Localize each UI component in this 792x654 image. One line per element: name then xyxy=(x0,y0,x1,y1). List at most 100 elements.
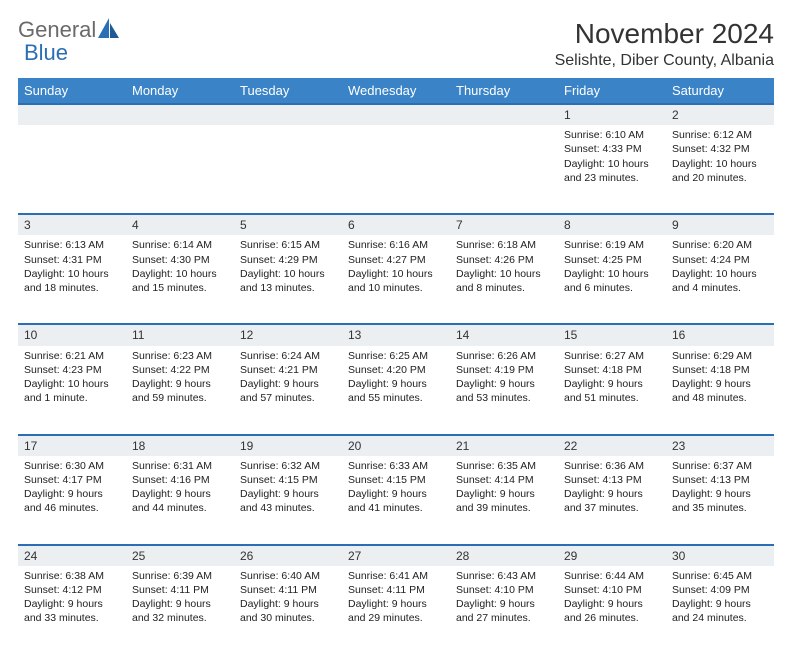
daylight-text: Daylight: 10 hours xyxy=(564,267,660,281)
sunrise-text: Sunrise: 6:30 AM xyxy=(24,459,120,473)
empty-cell xyxy=(342,125,450,213)
daylight-text: and 8 minutes. xyxy=(456,281,552,295)
daynum-cell: 16 xyxy=(666,323,774,345)
daylight-text: and 24 minutes. xyxy=(672,611,768,625)
daylight-text: and 10 minutes. xyxy=(348,281,444,295)
day-cell: Sunrise: 6:20 AMSunset: 4:24 PMDaylight:… xyxy=(666,235,774,323)
day-number: 19 xyxy=(234,434,342,456)
daylight-text: Daylight: 9 hours xyxy=(348,597,444,611)
column-header: Friday xyxy=(558,78,666,103)
sunrise-text: Sunrise: 6:45 AM xyxy=(672,569,768,583)
empty-cell xyxy=(450,125,558,213)
title-block: November 2024 Selishte, Diber County, Al… xyxy=(555,18,774,70)
day-number: 27 xyxy=(342,544,450,566)
daylight-text: Daylight: 9 hours xyxy=(672,597,768,611)
daynum-row: 10111213141516 xyxy=(18,323,774,345)
daylight-text: Daylight: 9 hours xyxy=(24,487,120,501)
logo: General Blue xyxy=(18,18,120,64)
daylight-text: Daylight: 10 hours xyxy=(564,157,660,171)
day-number: 2 xyxy=(666,103,774,125)
day-number xyxy=(342,103,450,125)
month-title: November 2024 xyxy=(555,18,774,50)
day-number: 1 xyxy=(558,103,666,125)
day-number: 7 xyxy=(450,213,558,235)
sunrise-text: Sunrise: 6:27 AM xyxy=(564,349,660,363)
sunset-text: Sunset: 4:24 PM xyxy=(672,253,768,267)
logo-text-blue: Blue xyxy=(24,42,120,64)
daylight-text: and 18 minutes. xyxy=(24,281,120,295)
calendar-body: 12Sunrise: 6:10 AMSunset: 4:33 PMDayligh… xyxy=(18,103,774,654)
daylight-text: and 4 minutes. xyxy=(672,281,768,295)
daynum-cell: 11 xyxy=(126,323,234,345)
daylight-text: and 51 minutes. xyxy=(564,391,660,405)
daynum-cell: 8 xyxy=(558,213,666,235)
daynum-row: 3456789 xyxy=(18,213,774,235)
sunrise-text: Sunrise: 6:29 AM xyxy=(672,349,768,363)
day-cell: Sunrise: 6:24 AMSunset: 4:21 PMDaylight:… xyxy=(234,346,342,434)
sunset-text: Sunset: 4:21 PM xyxy=(240,363,336,377)
sunset-text: Sunset: 4:16 PM xyxy=(132,473,228,487)
day-number: 28 xyxy=(450,544,558,566)
daylight-text: Daylight: 9 hours xyxy=(564,377,660,391)
daylight-text: Daylight: 9 hours xyxy=(240,487,336,501)
daylight-text: Daylight: 9 hours xyxy=(456,487,552,501)
day-number: 17 xyxy=(18,434,126,456)
location: Selishte, Diber County, Albania xyxy=(555,52,774,70)
day-number: 30 xyxy=(666,544,774,566)
week-row: Sunrise: 6:38 AMSunset: 4:12 PMDaylight:… xyxy=(18,566,774,654)
daylight-text: Daylight: 9 hours xyxy=(132,487,228,501)
daylight-text: Daylight: 9 hours xyxy=(348,377,444,391)
sunset-text: Sunset: 4:19 PM xyxy=(456,363,552,377)
daylight-text: and 59 minutes. xyxy=(132,391,228,405)
daynum-cell: 3 xyxy=(18,213,126,235)
daylight-text: and 23 minutes. xyxy=(564,171,660,185)
sunrise-text: Sunrise: 6:33 AM xyxy=(348,459,444,473)
day-cell: Sunrise: 6:18 AMSunset: 4:26 PMDaylight:… xyxy=(450,235,558,323)
column-header: Wednesday xyxy=(342,78,450,103)
day-number: 14 xyxy=(450,323,558,345)
daynum-cell xyxy=(18,103,126,125)
sunrise-text: Sunrise: 6:18 AM xyxy=(456,238,552,252)
sunset-text: Sunset: 4:26 PM xyxy=(456,253,552,267)
daylight-text: Daylight: 9 hours xyxy=(456,377,552,391)
daylight-text: and 32 minutes. xyxy=(132,611,228,625)
daylight-text: and 33 minutes. xyxy=(24,611,120,625)
daynum-cell: 1 xyxy=(558,103,666,125)
logo-text-block: General Blue xyxy=(18,18,120,64)
calendar-table: SundayMondayTuesdayWednesdayThursdayFrid… xyxy=(18,78,774,654)
day-cell: Sunrise: 6:38 AMSunset: 4:12 PMDaylight:… xyxy=(18,566,126,654)
daylight-text: and 13 minutes. xyxy=(240,281,336,295)
sunset-text: Sunset: 4:11 PM xyxy=(240,583,336,597)
day-number: 13 xyxy=(342,323,450,345)
daylight-text: Daylight: 9 hours xyxy=(132,377,228,391)
sunrise-text: Sunrise: 6:16 AM xyxy=(348,238,444,252)
daynum-cell xyxy=(342,103,450,125)
sunset-text: Sunset: 4:29 PM xyxy=(240,253,336,267)
sunset-text: Sunset: 4:33 PM xyxy=(564,142,660,156)
daylight-text: and 41 minutes. xyxy=(348,501,444,515)
day-cell: Sunrise: 6:10 AMSunset: 4:33 PMDaylight:… xyxy=(558,125,666,213)
daynum-cell: 29 xyxy=(558,544,666,566)
daynum-cell: 9 xyxy=(666,213,774,235)
day-number: 8 xyxy=(558,213,666,235)
logo-text-general: General xyxy=(18,19,96,41)
daylight-text: and 29 minutes. xyxy=(348,611,444,625)
sunrise-text: Sunrise: 6:15 AM xyxy=(240,238,336,252)
sunrise-text: Sunrise: 6:13 AM xyxy=(24,238,120,252)
daynum-cell: 6 xyxy=(342,213,450,235)
sunrise-text: Sunrise: 6:23 AM xyxy=(132,349,228,363)
daynum-cell xyxy=(126,103,234,125)
day-cell: Sunrise: 6:12 AMSunset: 4:32 PMDaylight:… xyxy=(666,125,774,213)
daylight-text: and 48 minutes. xyxy=(672,391,768,405)
sunset-text: Sunset: 4:27 PM xyxy=(348,253,444,267)
sunrise-text: Sunrise: 6:14 AM xyxy=(132,238,228,252)
daylight-text: and 15 minutes. xyxy=(132,281,228,295)
day-number: 15 xyxy=(558,323,666,345)
daylight-text: and 39 minutes. xyxy=(456,501,552,515)
empty-cell xyxy=(126,125,234,213)
daylight-text: and 43 minutes. xyxy=(240,501,336,515)
daylight-text: Daylight: 9 hours xyxy=(240,597,336,611)
day-number: 16 xyxy=(666,323,774,345)
daylight-text: and 6 minutes. xyxy=(564,281,660,295)
day-number: 29 xyxy=(558,544,666,566)
